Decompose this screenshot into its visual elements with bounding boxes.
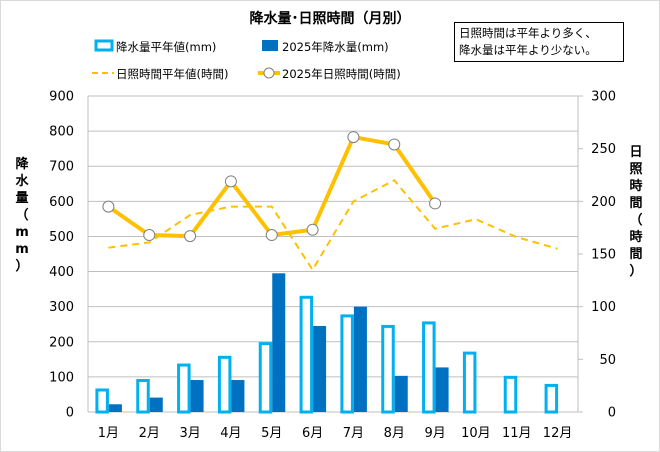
bar-2025-precip [353,306,367,412]
x-tick-label: 6月 [302,426,323,441]
right-tick-label: 50 [599,353,616,368]
line-avg-sunshine [108,179,558,272]
x-tick-label: 3月 [179,426,200,441]
right-tick-label: 150 [591,248,616,263]
bar-2025-precip [149,397,163,412]
x-tick-label: 1月 [98,426,119,441]
annotation-line-2: 降水量は平年より少ない。 [459,43,597,57]
left-axis-label: 降水量（m m） [14,156,30,275]
bar-avg-precip [177,363,191,414]
bar-avg-precip [422,321,436,414]
bar-avg-precip [258,342,273,414]
left-tick-label: 500 [49,230,74,245]
marker-2025-sunshine [265,229,278,242]
annotation-box: 日照時間は平年より多く、 降水量は平年より少ない。 [454,22,624,62]
x-tick-label: 12月 [543,426,573,441]
right-tick-label: 0 [608,406,616,421]
marker-2025-sunshine [102,200,115,213]
x-tick-label: 2月 [139,426,160,441]
bar-2025-precip [394,375,408,412]
x-tick-label: 9月 [424,426,445,441]
marker-2025-sunshine [306,223,319,236]
bar-2025-precip [231,380,245,412]
right-tick-label: 250 [591,142,616,157]
marker-2025-sunshine [143,229,156,242]
left-tick-label: 700 [49,160,74,175]
legend-label-2025-sunshine: 2025年日照時間(時間) [282,67,401,81]
bar-avg-precip [381,324,395,414]
marker-2025-sunshine [388,138,401,151]
bar-avg-precip [462,351,477,414]
legend-swatch-avg-precip [94,39,114,52]
chart-title: 降水量･日照時間（月別） [249,11,411,27]
bar-avg-precip [136,378,150,414]
annotation-line-1: 日照時間は平年より多く、 [459,26,597,40]
x-tick-label: 8月 [384,426,405,441]
right-tick-label: 200 [591,195,616,210]
x-tick-label: 11月 [502,426,532,441]
x-tick-label: 4月 [220,426,241,441]
bar-2025-precip [190,380,204,412]
bar-avg-precip [299,295,314,414]
left-tick-label: 0 [66,406,74,421]
left-axis-label-text: 降水量（m m） [15,157,29,274]
legend-label-avg-sunshine: 日照時間平年値(時間) [116,67,229,81]
bar-2025-precip [272,273,286,412]
marker-2025-sunshine [347,131,360,144]
legend-label-2025-precip: 2025年降水量(mm) [282,40,389,54]
left-tick-label: 300 [49,300,74,315]
line-2025-sunshine [107,135,437,239]
bar-avg-precip [544,383,559,414]
bar-2025-precip [435,367,449,412]
x-tick-label: 7月 [343,426,364,441]
x-tick-label: 10月 [461,426,491,441]
left-tick-label: 600 [49,195,74,210]
left-tick-label: 800 [49,125,74,140]
bar-2025-precip [108,404,122,412]
left-tick-label: 400 [49,265,74,280]
left-tick-label: 100 [49,370,74,385]
left-tick-label: 200 [49,335,74,350]
bar-avg-precip [95,388,109,414]
bar-avg-precip [340,314,354,414]
right-tick-label: 300 [591,90,616,105]
right-tick-label: 100 [591,300,616,315]
right-axis-label: 日照時間（時間） [628,144,644,280]
x-tick-label: 5月 [261,426,282,441]
right-axis-label-text: 日照時間（時間） [629,145,643,279]
legend-marker-2025-sunshine [263,67,275,79]
bar-avg-precip [217,355,232,414]
marker-2025-sunshine [184,230,197,243]
marker-2025-sunshine [429,197,442,210]
marker-2025-sunshine [224,175,237,188]
bar-2025-precip [313,325,327,412]
legend-label-avg-precip: 降水量平年値(mm) [116,40,217,54]
bar-avg-precip [503,375,518,414]
left-tick-label: 900 [49,90,74,105]
legend-swatch-2025-precip [262,40,278,51]
